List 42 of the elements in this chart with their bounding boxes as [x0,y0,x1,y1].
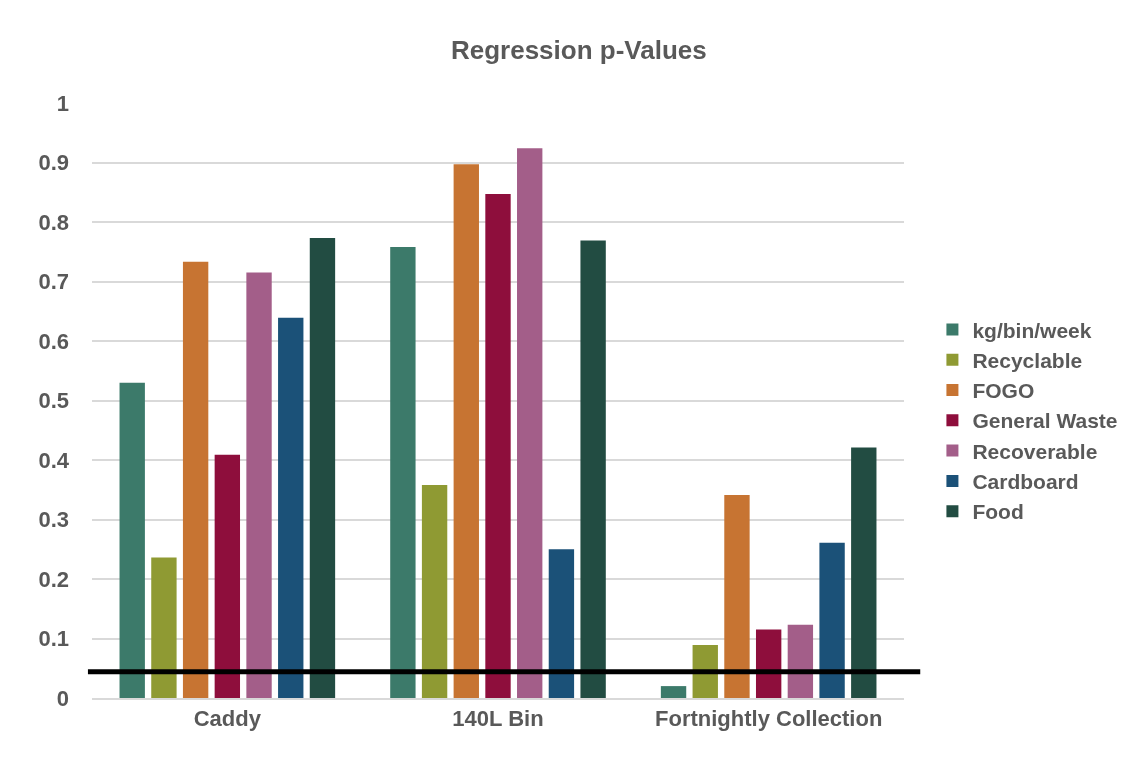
bar [548,549,575,698]
x-tick-label: Fortnightly Collection [655,706,883,732]
bar [390,246,416,698]
y-tick-label: 0.5 [38,388,69,414]
bar [787,624,814,698]
bar [214,454,241,698]
y-tick-label: 0.7 [38,269,69,295]
y-tick-label: 0.6 [38,328,69,354]
bar [724,495,750,698]
legend-label: Food [972,500,1024,524]
x-tick-label: Caddy [193,706,262,732]
legend-label: kg/bin/week [972,318,1092,342]
bar [660,686,687,698]
bar [421,484,448,698]
bar [119,382,145,698]
bar [151,557,177,698]
bar [278,317,304,698]
legend-label: Recyclable [972,348,1083,372]
legend-label: Recoverable [972,439,1098,463]
bar [517,148,543,698]
x-tick-label: 140L Bin [452,706,544,732]
y-tick-label: 0.4 [38,447,70,473]
y-tick-label: 0.2 [38,566,69,592]
bar [453,164,479,698]
legend-label: Cardboard [972,470,1079,494]
bar [851,447,877,698]
bar [182,261,209,698]
chart-title: Regression p-Values [450,35,707,66]
y-tick-label: 0.8 [38,209,69,235]
y-tick-label: 0.1 [38,626,69,652]
legend-label: General Waste [972,409,1118,433]
bar [309,238,336,698]
legend-label: FOGO [972,379,1035,403]
y-tick-label: 0.9 [38,150,69,176]
bar [485,194,511,698]
bar [755,629,782,698]
bar [580,240,606,698]
y-tick-label: 0.3 [38,507,69,533]
y-tick-label: 1 [56,90,69,116]
bar [246,272,272,698]
y-tick-label: 0 [56,685,69,711]
bar [819,542,845,698]
